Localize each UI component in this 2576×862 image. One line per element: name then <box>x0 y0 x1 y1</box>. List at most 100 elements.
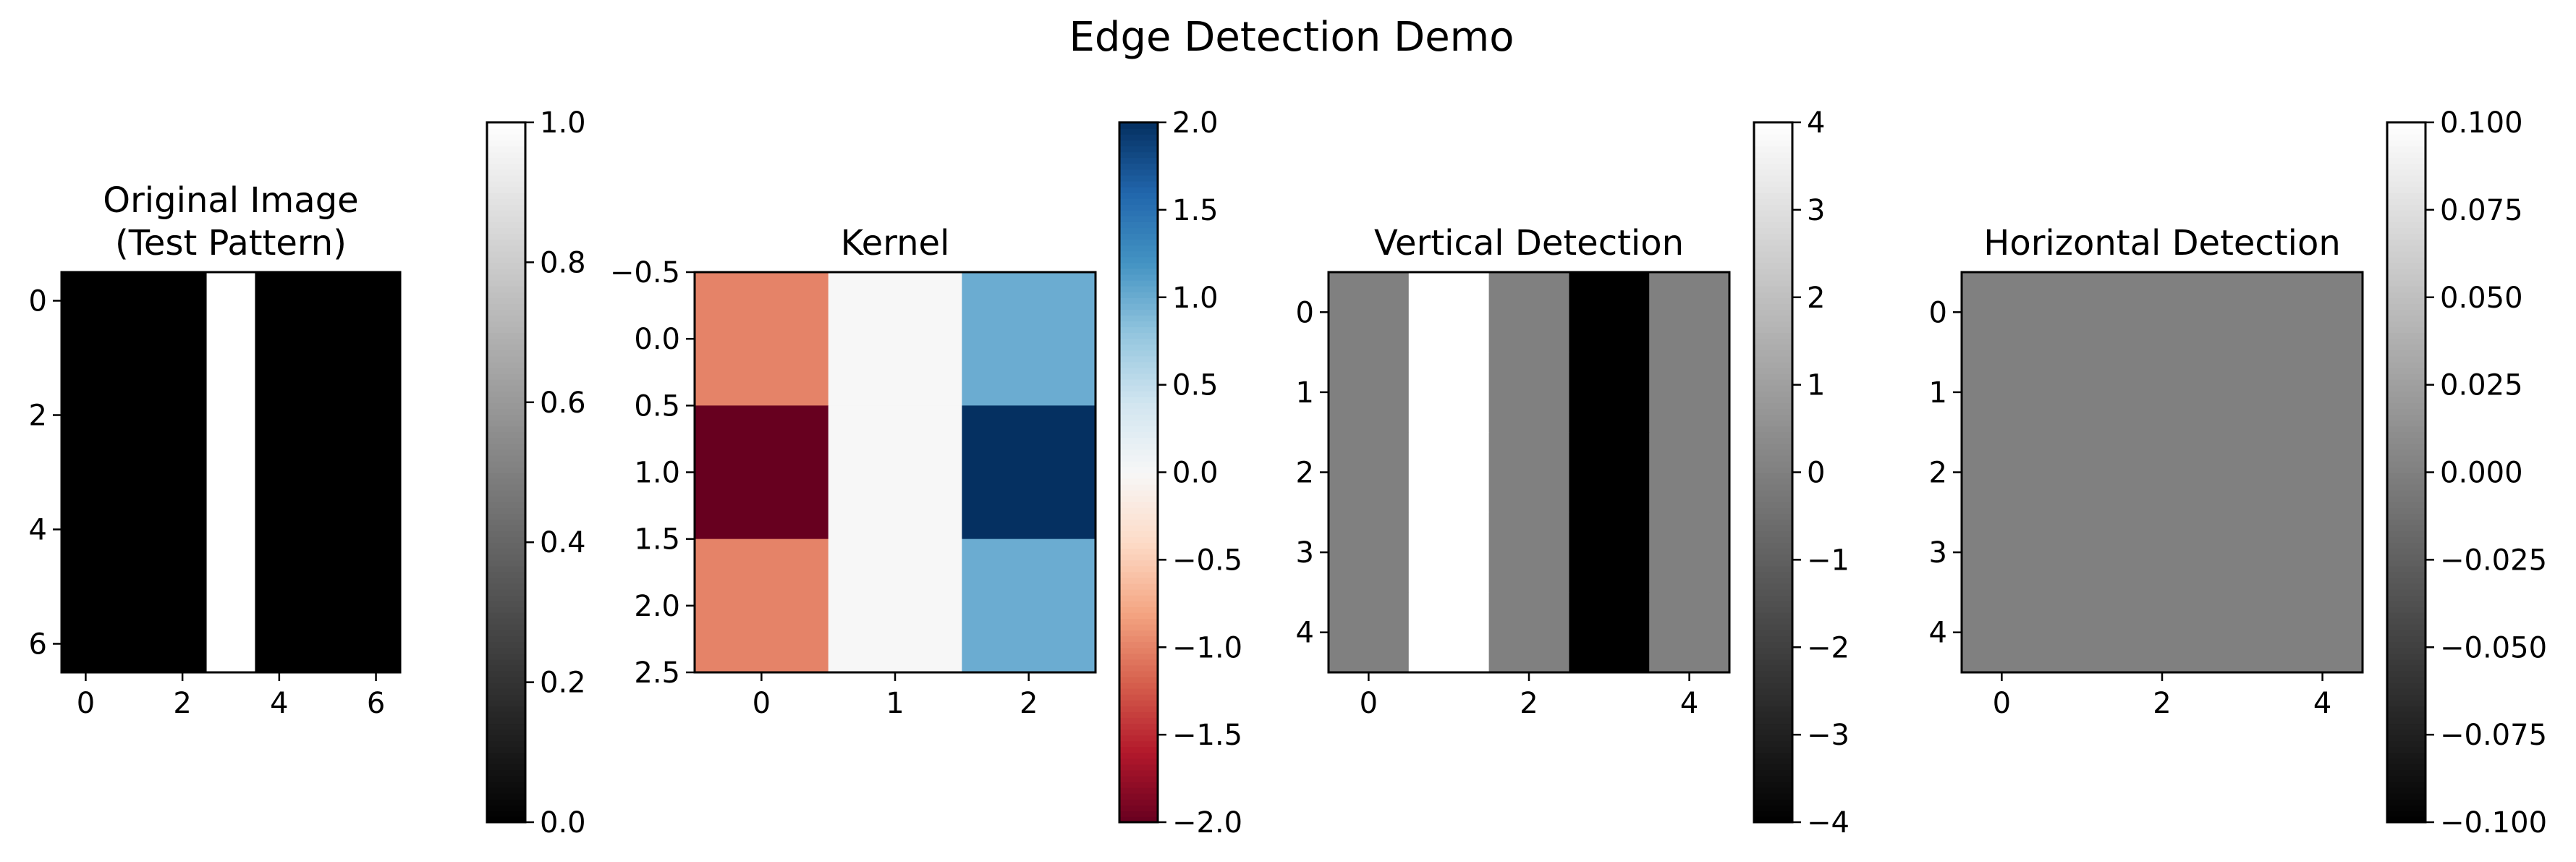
colorbar-segment <box>2387 577 2425 584</box>
heatmap-cell <box>1488 432 1569 513</box>
heatmap-cell <box>255 272 304 330</box>
colorbar-segment <box>487 758 525 765</box>
heatmap-cell <box>1408 272 1490 353</box>
y-tick-label: −0.5 <box>610 256 680 290</box>
heatmap-cell <box>1649 432 1730 513</box>
colorbar-segment <box>487 653 525 660</box>
colorbar-segment <box>487 740 525 748</box>
colorbar-tick-label: 3 <box>1807 194 1825 227</box>
colorbar-tick-label: 2 <box>1807 282 1825 315</box>
heatmap-cell <box>2282 432 2363 513</box>
colorbar-segment <box>487 798 525 806</box>
colorbar-segment <box>487 548 525 555</box>
heatmap-cell <box>2041 352 2123 433</box>
colorbar-segment <box>487 472 525 479</box>
colorbar-segment <box>2387 274 2425 281</box>
colorbar-segment <box>487 227 525 234</box>
heatmap-cell <box>1569 432 1650 513</box>
x-tick-label: 6 <box>367 687 385 720</box>
colorbar-segment <box>1119 285 1158 292</box>
colorbar-segment <box>1754 198 1792 205</box>
colorbar-segment <box>1119 705 1158 712</box>
colorbar-segment <box>487 157 525 164</box>
colorbar-segment <box>2387 798 2425 806</box>
colorbar-segment <box>2387 512 2425 520</box>
panel-title: Horizontal Detection <box>1983 223 2341 263</box>
heatmap-cell <box>2122 352 2203 433</box>
heatmap-cell <box>206 444 256 502</box>
colorbar-segment <box>1754 688 1792 695</box>
panel-1: Original Image(Test Pattern)0 2 4 602460.00… <box>29 106 586 840</box>
colorbar-segment <box>1754 752 1792 759</box>
colorbar-segment <box>1754 781 1792 788</box>
heatmap-cell <box>352 329 401 387</box>
colorbar-segment <box>1119 274 1158 281</box>
colorbar-segment <box>487 676 525 683</box>
colorbar-segment <box>1754 676 1792 683</box>
colorbar-segment <box>487 285 525 292</box>
heatmap-cell <box>1329 272 1410 353</box>
colorbar-segment <box>2387 326 2425 334</box>
heatmap-cell <box>206 329 256 387</box>
colorbar-segment <box>2387 180 2425 187</box>
colorbar-segment <box>2387 571 2425 578</box>
colorbar-segment <box>2387 764 2425 771</box>
colorbar-segment <box>1754 390 1792 397</box>
colorbar-segment <box>1754 419 1792 427</box>
colorbar-segment <box>1754 437 1792 444</box>
colorbar-segment <box>1754 373 1792 380</box>
colorbar-segment <box>1119 221 1158 229</box>
colorbar-segment <box>1119 145 1158 153</box>
colorbar-segment <box>1119 810 1158 817</box>
colorbar-segment <box>1754 314 1792 321</box>
heatmap-cell <box>158 558 208 616</box>
colorbar-segment <box>1119 670 1158 677</box>
colorbar-segment <box>2387 431 2425 439</box>
colorbar-segment <box>2387 699 2425 706</box>
colorbar-segment <box>1119 512 1158 520</box>
colorbar-segment <box>487 419 525 427</box>
heatmap-cell <box>352 272 401 330</box>
colorbar-segment <box>1119 373 1158 380</box>
colorbar-segment <box>2387 379 2425 386</box>
colorbar-segment <box>2387 239 2425 246</box>
colorbar-segment <box>2387 740 2425 748</box>
colorbar-segment <box>487 169 525 176</box>
colorbar-segment <box>487 781 525 788</box>
colorbar-tick-label: 0.4 <box>540 526 586 559</box>
heatmap-cell <box>2041 432 2123 513</box>
colorbar-segment <box>1119 291 1158 298</box>
colorbar-segment <box>1119 250 1158 258</box>
colorbar-segment <box>487 437 525 444</box>
colorbar-segment <box>1754 659 1792 666</box>
heatmap-cell <box>62 558 111 616</box>
panel-title: Original Image <box>103 180 358 221</box>
colorbar-segment <box>2387 600 2425 607</box>
heatmap-cell <box>1649 272 1730 353</box>
colorbar-segment <box>487 723 525 730</box>
heatmap-cell <box>109 272 159 330</box>
panel-title: Kernel <box>841 223 950 263</box>
colorbar-segment <box>1119 239 1158 246</box>
colorbar-segment <box>1119 443 1158 450</box>
colorbar-tick-label: 0.050 <box>2440 282 2523 315</box>
figure-suptitle: Edge Detection Demo <box>1069 14 1514 61</box>
heatmap-cell <box>2122 592 2203 673</box>
y-tick-label: 1 <box>1929 376 1947 410</box>
colorbar-segment <box>1119 507 1158 514</box>
colorbar-segment <box>2387 729 2425 736</box>
colorbar-segment <box>487 571 525 578</box>
colorbar-segment <box>487 174 525 182</box>
colorbar-segment <box>1754 262 1792 269</box>
panel-2: Kernel 0 1 2 −0.5 0.0 0.5 1.0 1.5 2.0 2.5 −2.0 −1.5 −… <box>610 106 1242 840</box>
colorbar-segment <box>487 396 525 403</box>
colorbar-tick-label: −0.025 <box>2440 544 2547 577</box>
colorbar-segment <box>1754 332 1792 339</box>
colorbar-tick-label: −3 <box>1807 719 1850 752</box>
heatmap-cell <box>158 444 208 502</box>
colorbar-segment <box>1119 344 1158 351</box>
colorbar-segment <box>1119 624 1158 631</box>
heatmap-cell <box>255 501 304 559</box>
heatmap-cell <box>2041 512 2123 593</box>
colorbar-segment <box>487 617 525 625</box>
